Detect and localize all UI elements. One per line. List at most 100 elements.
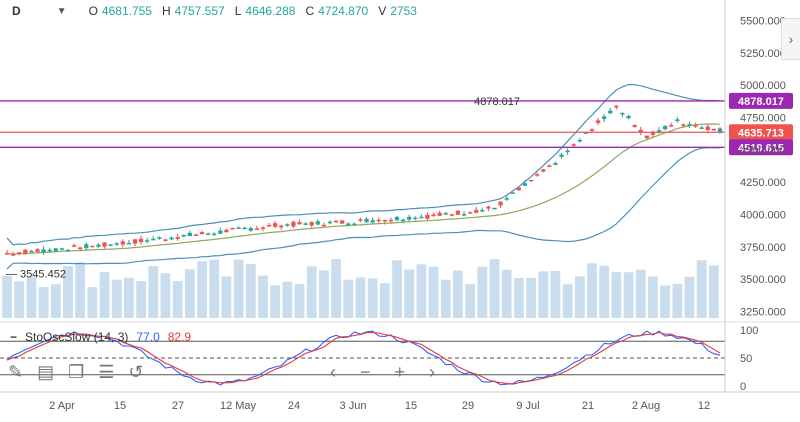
candle-body: [644, 135, 649, 139]
candle-body: [400, 219, 406, 222]
volume-bar: [355, 277, 366, 318]
resistance-line-tag: [729, 92, 793, 109]
candle-body: [266, 225, 272, 227]
timeframe-selector[interactable]: D: [12, 4, 21, 18]
candle-body: [650, 131, 656, 135]
pencil-icon[interactable]: ✎: [8, 362, 24, 382]
candle-body: [528, 179, 534, 182]
bollinger-lower: [6, 146, 721, 270]
candle-body: [382, 220, 387, 222]
candle-body: [260, 227, 266, 229]
candle-body: [230, 227, 235, 230]
time-tick-label: 29: [462, 400, 474, 412]
volume-bar: [623, 272, 634, 318]
candle-body: [498, 201, 503, 206]
caret-down-icon[interactable]: ▼: [56, 5, 67, 17]
volume-value: 2753: [390, 4, 417, 18]
candle-body: [492, 207, 497, 210]
undo-icon[interactable]: ↺: [128, 362, 144, 382]
settings-sliders-icon[interactable]: ☰: [98, 362, 115, 382]
candle-body: [614, 105, 619, 108]
time-tick-label: 2 Aug: [632, 400, 660, 412]
volume-bar: [75, 262, 86, 318]
candle-body: [565, 150, 570, 153]
candle-body: [620, 113, 625, 115]
candle-body: [120, 241, 125, 245]
zoom-out-icon[interactable]: −: [360, 362, 371, 382]
candle-body: [254, 228, 260, 230]
scroll-left-icon[interactable]: ‹: [330, 362, 336, 382]
open-label: O: [88, 4, 98, 18]
candle-body: [315, 221, 320, 225]
candle-body: [467, 212, 473, 214]
volume-bar: [367, 278, 378, 318]
candle-body: [53, 248, 58, 251]
close-value: 4724.870: [318, 4, 369, 18]
volume-bar: [611, 272, 622, 318]
candle-body: [114, 243, 119, 245]
candle-body: [169, 237, 174, 240]
candle-body: [504, 198, 509, 200]
peak-annotation: 4878.017: [474, 96, 520, 108]
candle-body: [626, 115, 631, 119]
candle-body: [589, 129, 595, 131]
candle-body: [35, 249, 40, 252]
candle-body: [516, 187, 522, 191]
candle-body: [181, 234, 186, 237]
candle-body: [333, 220, 339, 223]
candle-body: [608, 110, 613, 114]
candle-body: [321, 224, 327, 227]
volume-bar: [343, 279, 354, 318]
candle-body: [547, 165, 552, 168]
price-tick-label: 4000.000: [740, 210, 786, 222]
low-annotation: — 3545.452: [6, 268, 66, 280]
current-price-line-value: 4635.713: [738, 127, 784, 139]
candle-body: [571, 144, 576, 146]
candle-body: [212, 233, 217, 236]
candle-body: [656, 130, 662, 132]
volume-bar: [306, 266, 317, 318]
low-label: L: [234, 4, 242, 18]
volume-bar: [501, 269, 512, 318]
volume-bar: [258, 275, 268, 318]
layers-icon[interactable]: ❐: [68, 362, 85, 382]
time-tick-label: 2 Apr: [49, 400, 75, 412]
trash-icon[interactable]: ▤: [37, 362, 55, 382]
candle-body: [199, 232, 205, 235]
moving-average: [6, 123, 721, 255]
price-tick-label: 5000.000: [740, 80, 786, 92]
candle-body: [577, 139, 582, 142]
candle-body: [59, 248, 65, 250]
candle-body: [419, 216, 424, 219]
volume-bar: [514, 277, 524, 318]
volume-bar: [696, 260, 707, 318]
zoom-in-icon[interactable]: +: [394, 362, 406, 382]
candle-body: [285, 224, 290, 226]
time-tick-label: 3 Jun: [340, 400, 367, 412]
volume-bar: [87, 287, 98, 318]
oscillator-name: StoOscSlow (14, 3): [25, 330, 129, 344]
osc-tick-label: 0: [740, 381, 746, 393]
price-tick-label: 5250.000: [740, 48, 786, 60]
candle-body: [541, 169, 546, 172]
candle-body: [41, 249, 46, 253]
chevron-right-icon[interactable]: ›: [781, 18, 800, 60]
candle-body: [553, 163, 558, 165]
candle-body: [388, 219, 394, 222]
candle-body: [157, 237, 162, 239]
candle-body: [583, 132, 589, 134]
volume-bar: [489, 259, 500, 318]
scroll-right-icon[interactable]: ›: [429, 362, 436, 382]
volume-bar: [209, 259, 220, 318]
candle-body: [29, 250, 34, 253]
volume-bar: [221, 276, 232, 318]
minus-icon[interactable]: −: [10, 330, 18, 344]
volume-bar: [331, 259, 341, 318]
current-price-line-tag: [729, 124, 793, 141]
volume-bar: [124, 277, 134, 318]
candle-body: [175, 237, 180, 239]
candle-body: [138, 238, 144, 243]
volume-bar: [465, 284, 476, 318]
